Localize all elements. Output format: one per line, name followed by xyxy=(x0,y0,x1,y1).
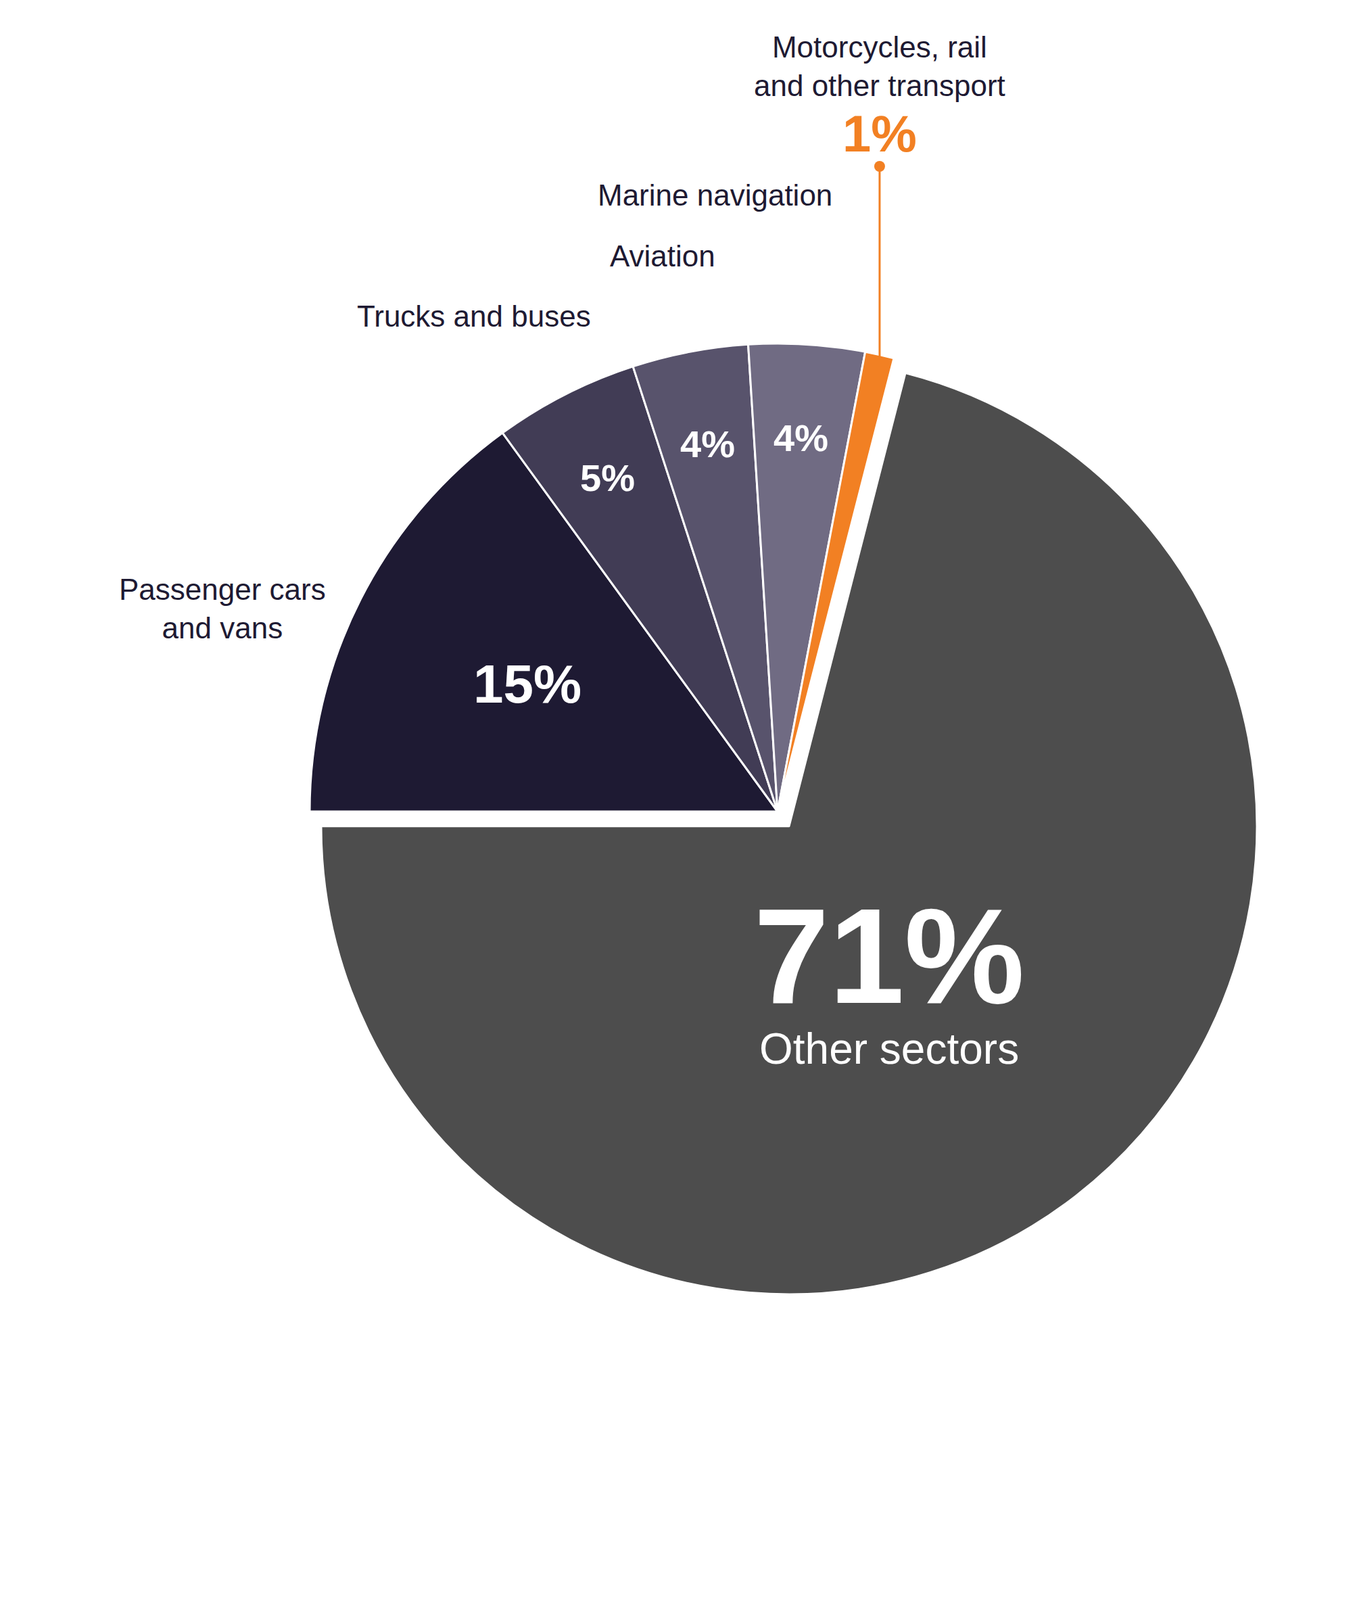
svg-text:Passenger carsand vans: Passenger carsand vans xyxy=(118,572,326,645)
svg-text:Marine navigation: Marine navigation xyxy=(597,178,833,212)
svg-text:4%: 4% xyxy=(680,422,735,466)
svg-text:Motorcycles, railand other tra: Motorcycles, railand other transport xyxy=(753,30,1006,103)
svg-text:Trucks and buses: Trucks and buses xyxy=(356,299,591,333)
svg-text:15%: 15% xyxy=(473,653,582,714)
svg-text:4%: 4% xyxy=(773,416,829,460)
svg-text:1%: 1% xyxy=(842,104,917,163)
svg-text:71%: 71% xyxy=(753,880,1025,1032)
svg-text:Aviation: Aviation xyxy=(609,239,716,273)
svg-text:5%: 5% xyxy=(580,456,635,499)
svg-text:Other sectors: Other sectors xyxy=(759,1024,1019,1074)
